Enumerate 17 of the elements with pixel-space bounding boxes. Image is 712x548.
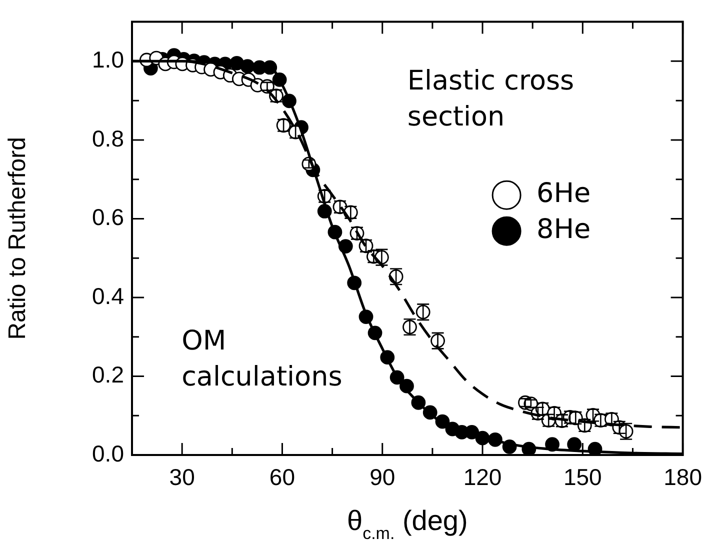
x-tick-label: 90 xyxy=(370,464,396,490)
legend-label: 8He xyxy=(536,214,591,246)
annotation: Elastic cross section xyxy=(407,65,574,132)
y-tick-label: 1.0 xyxy=(92,46,124,73)
y-tick-label: 0.0 xyxy=(92,440,124,466)
y-tick-label: 0.4 xyxy=(92,282,124,309)
y-tick-label: 0.8 xyxy=(92,125,124,152)
x-tick-label: 60 xyxy=(269,464,296,490)
y-tick-label: 0.6 xyxy=(92,204,124,230)
annotation: OM calculations xyxy=(182,325,342,392)
x-tick-label: 30 xyxy=(169,464,195,490)
legend-label: 6He xyxy=(536,178,591,210)
y-axis-title: Ratio to Rutherford xyxy=(4,137,32,340)
y-tick-label: 0.2 xyxy=(92,362,124,388)
x-tick-label: 150 xyxy=(563,464,602,490)
x-tick-label: 120 xyxy=(463,464,502,490)
x-tick-label: 180 xyxy=(664,464,702,490)
